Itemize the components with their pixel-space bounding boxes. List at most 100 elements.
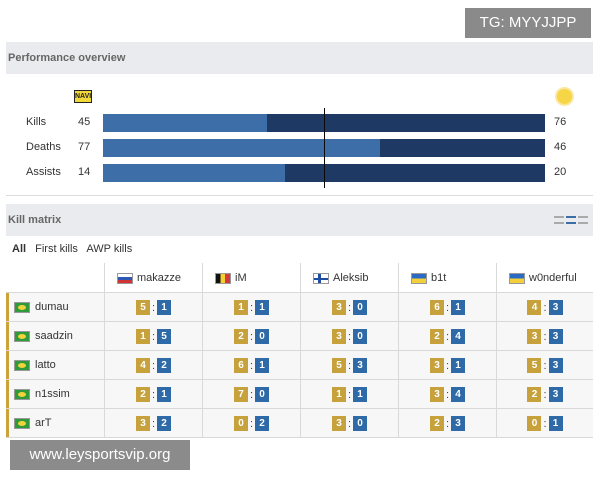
kills-badge: 1 (135, 329, 150, 344)
deaths-badge: 3 (548, 300, 563, 315)
kill-matrix-title: Kill matrix (6, 204, 593, 236)
kills-badge: 3 (331, 329, 346, 344)
matrix-cell: 5:1 (104, 293, 202, 322)
deaths-badge: 2 (255, 416, 270, 431)
kills-badge: 2 (429, 416, 444, 431)
flag-icon (14, 360, 30, 371)
matrix-cell: 3:0 (300, 322, 398, 351)
performance-overview-title: Performance overview (6, 42, 593, 74)
filter-awp-kills[interactable]: AWP kills (86, 243, 133, 255)
watermark-text: www.leysportsvip.org (10, 440, 190, 470)
kills-bar-left-fill (103, 114, 267, 132)
deaths-badge: 0 (255, 387, 270, 402)
kills-badge: 7 (233, 387, 248, 402)
row-accent (6, 380, 9, 408)
table-row: latto 4:2 6:1 5:3 3:1 5:3 (6, 351, 593, 380)
row-player-name: latto (35, 359, 56, 371)
matrix-cell: 7:0 (202, 380, 300, 409)
matrix-cell: 5:3 (300, 351, 398, 380)
kills-badge: 3 (527, 329, 542, 344)
flag-icon (117, 272, 133, 284)
column-player-name: b1t (431, 272, 447, 284)
row-player: dumau (14, 293, 69, 322)
kills-badge: 5 (527, 358, 542, 373)
matrix-cell: 4:3 (496, 293, 593, 322)
column-player-name: makazze (137, 272, 182, 284)
center-divider-line (324, 108, 325, 188)
flag-icon (215, 272, 231, 284)
kills-badge: 0 (527, 416, 542, 431)
matrix-cell: 2:4 (398, 322, 496, 351)
assists-right-value: 20 (554, 166, 567, 178)
column-header: makazze (104, 263, 202, 293)
deaths-badge: 3 (548, 329, 563, 344)
flag-icon (14, 418, 30, 429)
deaths-badge: 0 (353, 300, 368, 315)
table-row: arT 3:2 0:2 3:0 2:3 0:1 (6, 409, 593, 438)
kills-badge: 2 (527, 387, 542, 402)
matrix-cell: 2:0 (202, 322, 300, 351)
deaths-badge: 1 (157, 300, 172, 315)
deaths-label: Deaths (26, 141, 61, 153)
deaths-badge: 1 (451, 300, 466, 315)
column-header: b1t (398, 263, 496, 293)
navi-logo-icon: NAVI (74, 90, 92, 103)
matrix-cell: 5:3 (496, 351, 593, 380)
matrix-cell: 6:1 (398, 293, 496, 322)
deaths-bar-left-fill (103, 139, 380, 157)
kills-badge: 4 (135, 358, 150, 373)
deaths-badge: 4 (451, 329, 466, 344)
deaths-right-value: 46 (554, 141, 567, 153)
kills-badge: 5 (135, 300, 150, 315)
deaths-badge: 3 (451, 416, 466, 431)
matrix-cell: 3:0 (300, 409, 398, 438)
matrix-cell: 3:2 (104, 409, 202, 438)
row-player: n1ssim (14, 380, 70, 409)
column-header: w0nderful (496, 263, 593, 293)
kills-badge: 6 (429, 300, 444, 315)
deaths-left-value: 77 (78, 141, 91, 153)
matrix-cell: 3:3 (496, 322, 593, 351)
kill-matrix-filters: All First kills AWP kills (12, 243, 138, 255)
kill-matrix-table: makazze iM Aleksib b1t w0nderful (6, 263, 593, 438)
matrix-cell: 3:0 (300, 293, 398, 322)
deaths-badge: 3 (548, 387, 563, 402)
deaths-badge: 1 (157, 387, 172, 402)
column-header: Aleksib (300, 263, 398, 293)
deaths-badge: 0 (255, 329, 270, 344)
kills-badge: 3 (429, 387, 444, 402)
kills-badge: 3 (429, 358, 444, 373)
kill-matrix-header: makazze iM Aleksib b1t w0nderful (6, 263, 593, 293)
filter-first-kills[interactable]: First kills (35, 243, 78, 255)
flag-icon (14, 331, 30, 342)
row-player-name: saadzin (35, 330, 73, 342)
kills-badge: 4 (527, 300, 542, 315)
row-player: latto (14, 351, 56, 380)
kills-left-value: 45 (78, 116, 91, 128)
deaths-badge: 3 (353, 358, 368, 373)
row-accent (6, 409, 9, 437)
row-player-name: dumau (35, 301, 69, 313)
flag-icon (411, 272, 427, 284)
compact-view-icon[interactable] (578, 216, 588, 224)
filter-all[interactable]: All (12, 243, 27, 255)
kills-badge: 0 (233, 416, 248, 431)
list-view-icon[interactable] (554, 216, 564, 224)
flag-icon (14, 302, 30, 313)
kills-badge: 2 (429, 329, 444, 344)
deaths-badge: 5 (157, 329, 172, 344)
matrix-cell: 1:1 (202, 293, 300, 322)
deaths-badge: 4 (451, 387, 466, 402)
matrix-cell: 1:5 (104, 322, 202, 351)
table-row: n1ssim 2:1 7:0 1:1 3:4 2:3 (6, 380, 593, 409)
kills-badge: 5 (331, 358, 346, 373)
row-accent (6, 293, 9, 321)
column-player-name: iM (235, 272, 247, 284)
row-player-name: n1ssim (35, 388, 70, 400)
kills-badge: 1 (233, 300, 248, 315)
table-view-icon[interactable] (566, 216, 576, 224)
kills-badge: 2 (135, 387, 150, 402)
matrix-cell: 4:2 (104, 351, 202, 380)
column-player-name: w0nderful (529, 272, 577, 284)
